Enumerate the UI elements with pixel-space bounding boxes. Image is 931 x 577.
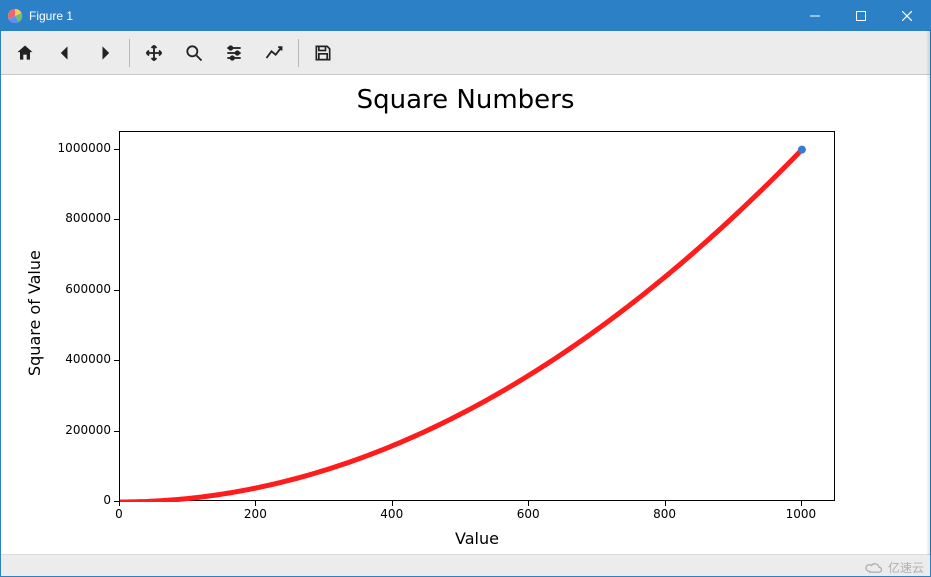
matplotlib-icon [7, 8, 23, 24]
x-tick-label: 400 [380, 507, 403, 521]
edit-axes-button[interactable] [254, 33, 294, 73]
back-button[interactable] [45, 33, 85, 73]
forward-button[interactable] [85, 33, 125, 73]
x-tick-label: 200 [244, 507, 267, 521]
statusbar: 亿速云 [1, 554, 930, 576]
pan-button[interactable] [134, 33, 174, 73]
figure-canvas[interactable]: Square Numbers Square of Value Value 020… [1, 75, 930, 554]
chart: Square Numbers Square of Value Value 020… [1, 75, 930, 554]
window-maximize-button[interactable] [838, 1, 884, 31]
x-tick-label: 800 [653, 507, 676, 521]
y-tick-label: 400000 [41, 352, 111, 366]
line-series [120, 132, 836, 502]
configure-subplots-button[interactable] [214, 33, 254, 73]
y-tick-label: 800000 [41, 211, 111, 225]
save-button[interactable] [303, 33, 343, 73]
y-tick-label: 0 [41, 493, 111, 507]
home-button[interactable] [5, 33, 45, 73]
toolbar [1, 31, 930, 75]
window-title: Figure 1 [29, 9, 73, 23]
plot-area [119, 131, 835, 501]
y-tick-label: 1000000 [41, 141, 111, 155]
zoom-button[interactable] [174, 33, 214, 73]
window-close-button[interactable] [884, 1, 930, 31]
y-tick-label: 600000 [41, 282, 111, 296]
x-tick-label: 1000 [786, 507, 817, 521]
titlebar: Figure 1 [1, 1, 930, 31]
chart-title: Square Numbers [1, 85, 930, 115]
toolbar-separator [129, 39, 130, 67]
y-tick-label: 200000 [41, 423, 111, 437]
x-tick-label: 600 [517, 507, 540, 521]
toolbar-separator [298, 39, 299, 67]
watermark: 亿速云 [864, 559, 924, 576]
window-minimize-button[interactable] [792, 1, 838, 31]
watermark-text: 亿速云 [888, 559, 924, 576]
figure-window: Figure 1 [0, 0, 931, 577]
x-axis-label: Value [119, 529, 835, 548]
x-tick-label: 0 [115, 507, 123, 521]
